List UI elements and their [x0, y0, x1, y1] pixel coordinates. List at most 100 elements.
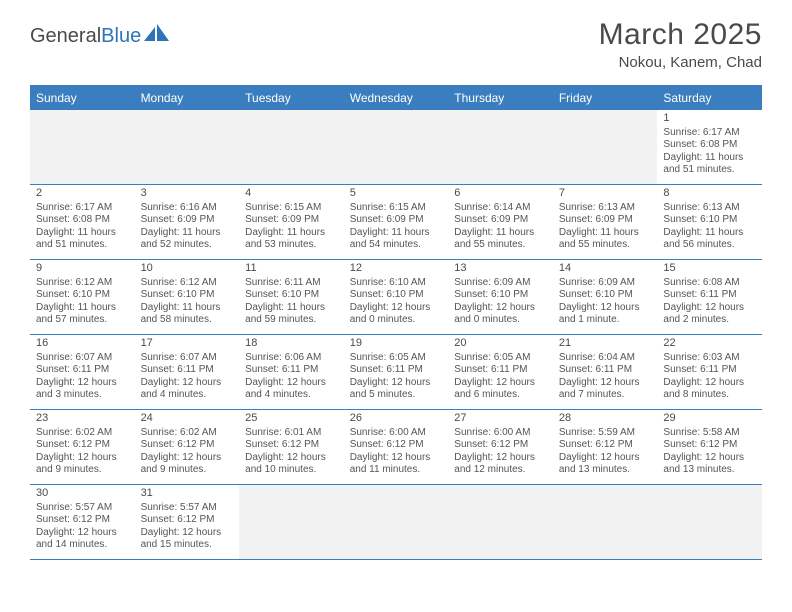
sunset-text: Sunset: 6:08 PM	[36, 214, 131, 227]
day-number: 25	[245, 412, 340, 426]
sunset-text: Sunset: 6:12 PM	[36, 514, 131, 527]
brand-part2: Blue	[101, 25, 141, 48]
sunset-text: Sunset: 6:09 PM	[350, 214, 445, 227]
sunrise-text: Sunrise: 6:17 AM	[663, 127, 758, 140]
sunset-text: Sunset: 6:10 PM	[245, 289, 340, 302]
day-number: 28	[559, 412, 654, 426]
daylight-text: Daylight: 11 hours and 54 minutes.	[350, 227, 445, 252]
calendar-week: 2Sunrise: 6:17 AMSunset: 6:08 PMDaylight…	[30, 185, 762, 260]
calendar-cell: 30Sunrise: 5:57 AMSunset: 6:12 PMDayligh…	[30, 485, 135, 559]
sunrise-text: Sunrise: 6:16 AM	[141, 202, 236, 215]
day-number: 11	[245, 262, 340, 276]
sunrise-text: Sunrise: 6:01 AM	[245, 427, 340, 440]
daylight-text: Daylight: 12 hours and 9 minutes.	[36, 452, 131, 477]
calendar-cell-empty	[553, 110, 658, 184]
daylight-text: Daylight: 12 hours and 5 minutes.	[350, 377, 445, 402]
calendar-cell-empty	[448, 485, 553, 559]
day-number: 21	[559, 337, 654, 351]
daylight-text: Daylight: 11 hours and 58 minutes.	[141, 302, 236, 327]
calendar-week: 23Sunrise: 6:02 AMSunset: 6:12 PMDayligh…	[30, 410, 762, 485]
day-number: 5	[350, 187, 445, 201]
sunrise-text: Sunrise: 6:09 AM	[454, 277, 549, 290]
sunset-text: Sunset: 6:11 PM	[350, 364, 445, 377]
sunset-text: Sunset: 6:11 PM	[663, 289, 758, 302]
daylight-text: Daylight: 11 hours and 51 minutes.	[663, 152, 758, 177]
calendar-cell: 25Sunrise: 6:01 AMSunset: 6:12 PMDayligh…	[239, 410, 344, 484]
calendar-cell: 7Sunrise: 6:13 AMSunset: 6:09 PMDaylight…	[553, 185, 658, 259]
calendar-week: 30Sunrise: 5:57 AMSunset: 6:12 PMDayligh…	[30, 485, 762, 560]
day-number: 26	[350, 412, 445, 426]
sunset-text: Sunset: 6:10 PM	[663, 214, 758, 227]
daylight-text: Daylight: 12 hours and 8 minutes.	[663, 377, 758, 402]
sunrise-text: Sunrise: 6:05 AM	[350, 352, 445, 365]
daylight-text: Daylight: 12 hours and 7 minutes.	[559, 377, 654, 402]
sunrise-text: Sunrise: 6:15 AM	[245, 202, 340, 215]
sunrise-text: Sunrise: 6:06 AM	[245, 352, 340, 365]
calendar-cell: 26Sunrise: 6:00 AMSunset: 6:12 PMDayligh…	[344, 410, 449, 484]
daylight-text: Daylight: 12 hours and 11 minutes.	[350, 452, 445, 477]
sunset-text: Sunset: 6:11 PM	[663, 364, 758, 377]
calendar-cell: 29Sunrise: 5:58 AMSunset: 6:12 PMDayligh…	[657, 410, 762, 484]
day-number: 2	[36, 187, 131, 201]
calendar-cell: 23Sunrise: 6:02 AMSunset: 6:12 PMDayligh…	[30, 410, 135, 484]
daylight-text: Daylight: 12 hours and 12 minutes.	[454, 452, 549, 477]
daylight-text: Daylight: 11 hours and 53 minutes.	[245, 227, 340, 252]
daylight-text: Daylight: 12 hours and 13 minutes.	[663, 452, 758, 477]
sail-icon	[144, 24, 170, 48]
day-number: 17	[141, 337, 236, 351]
daylight-text: Daylight: 11 hours and 51 minutes.	[36, 227, 131, 252]
calendar-cell-empty	[344, 485, 449, 559]
sunrise-text: Sunrise: 6:10 AM	[350, 277, 445, 290]
daylight-text: Daylight: 11 hours and 52 minutes.	[141, 227, 236, 252]
brand-part1: General	[30, 25, 101, 48]
calendar-cell: 19Sunrise: 6:05 AMSunset: 6:11 PMDayligh…	[344, 335, 449, 409]
sunset-text: Sunset: 6:10 PM	[350, 289, 445, 302]
sunrise-text: Sunrise: 6:03 AM	[663, 352, 758, 365]
day-number: 30	[36, 487, 131, 501]
calendar-cell: 15Sunrise: 6:08 AMSunset: 6:11 PMDayligh…	[657, 260, 762, 334]
daylight-text: Daylight: 12 hours and 1 minute.	[559, 302, 654, 327]
sunset-text: Sunset: 6:12 PM	[454, 439, 549, 452]
sunset-text: Sunset: 6:11 PM	[454, 364, 549, 377]
calendar-cell-empty	[30, 110, 135, 184]
daylight-text: Daylight: 12 hours and 0 minutes.	[454, 302, 549, 327]
daylight-text: Daylight: 11 hours and 59 minutes.	[245, 302, 340, 327]
day-number: 31	[141, 487, 236, 501]
day-number: 8	[663, 187, 758, 201]
daylight-text: Daylight: 11 hours and 57 minutes.	[36, 302, 131, 327]
day-number: 13	[454, 262, 549, 276]
day-number: 19	[350, 337, 445, 351]
day-number: 4	[245, 187, 340, 201]
calendar-grid: Sunday Monday Tuesday Wednesday Thursday…	[30, 85, 762, 560]
sunset-text: Sunset: 6:12 PM	[141, 439, 236, 452]
page-header: GeneralBlue March 2025 Nokou, Kanem, Cha…	[0, 0, 792, 77]
daylight-text: Daylight: 12 hours and 4 minutes.	[245, 377, 340, 402]
dow-friday: Friday	[553, 87, 658, 110]
calendar-cell: 12Sunrise: 6:10 AMSunset: 6:10 PMDayligh…	[344, 260, 449, 334]
day-number: 23	[36, 412, 131, 426]
calendar-cell: 17Sunrise: 6:07 AMSunset: 6:11 PMDayligh…	[135, 335, 240, 409]
dow-monday: Monday	[135, 87, 240, 110]
day-number: 15	[663, 262, 758, 276]
sunrise-text: Sunrise: 6:15 AM	[350, 202, 445, 215]
sunrise-text: Sunrise: 6:00 AM	[350, 427, 445, 440]
sunrise-text: Sunrise: 6:09 AM	[559, 277, 654, 290]
title-block: March 2025 Nokou, Kanem, Chad	[599, 18, 762, 71]
daylight-text: Daylight: 12 hours and 0 minutes.	[350, 302, 445, 327]
sunrise-text: Sunrise: 6:02 AM	[141, 427, 236, 440]
calendar-cell: 4Sunrise: 6:15 AMSunset: 6:09 PMDaylight…	[239, 185, 344, 259]
dow-wednesday: Wednesday	[344, 87, 449, 110]
sunset-text: Sunset: 6:10 PM	[36, 289, 131, 302]
calendar-cell: 16Sunrise: 6:07 AMSunset: 6:11 PMDayligh…	[30, 335, 135, 409]
sunset-text: Sunset: 6:12 PM	[245, 439, 340, 452]
sunset-text: Sunset: 6:10 PM	[559, 289, 654, 302]
sunset-text: Sunset: 6:12 PM	[663, 439, 758, 452]
day-number: 10	[141, 262, 236, 276]
calendar-cell: 20Sunrise: 6:05 AMSunset: 6:11 PMDayligh…	[448, 335, 553, 409]
sunset-text: Sunset: 6:12 PM	[559, 439, 654, 452]
sunrise-text: Sunrise: 5:59 AM	[559, 427, 654, 440]
calendar-cell: 14Sunrise: 6:09 AMSunset: 6:10 PMDayligh…	[553, 260, 658, 334]
sunrise-text: Sunrise: 6:12 AM	[141, 277, 236, 290]
calendar-cell: 5Sunrise: 6:15 AMSunset: 6:09 PMDaylight…	[344, 185, 449, 259]
calendar-cell: 27Sunrise: 6:00 AMSunset: 6:12 PMDayligh…	[448, 410, 553, 484]
